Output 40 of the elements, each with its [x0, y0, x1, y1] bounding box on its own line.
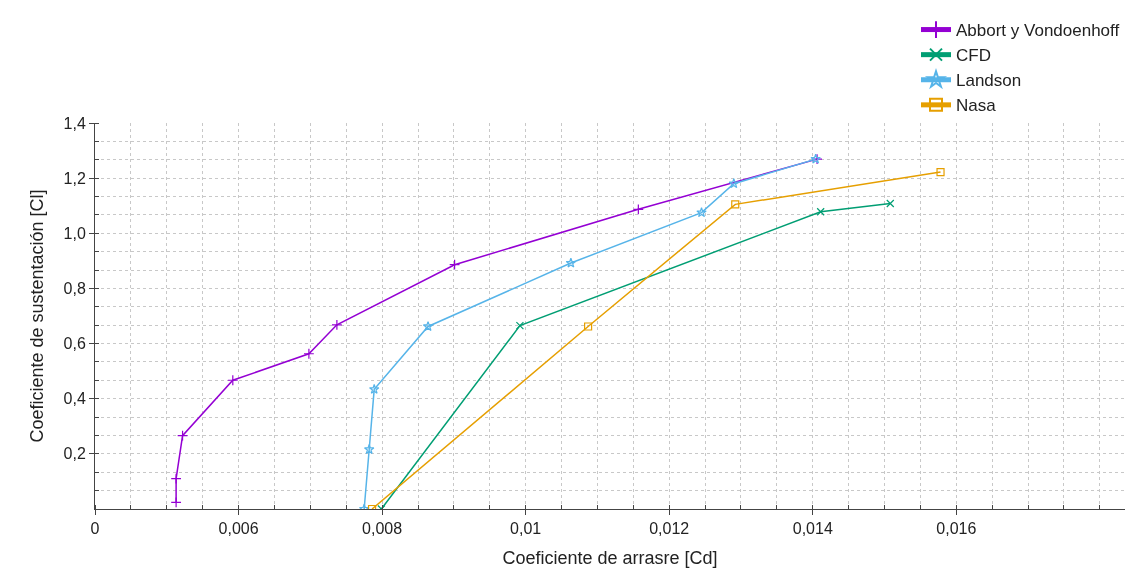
point: [515, 321, 525, 330]
point: [584, 322, 593, 331]
point: [632, 203, 644, 215]
point: [731, 200, 740, 209]
y-tick-label: 1,4: [63, 114, 86, 132]
x-tick-label: 0,01: [510, 520, 542, 538]
point: [816, 207, 825, 216]
y-tick-label: 0,8: [63, 280, 86, 298]
y-axis-title: Coeficiente de sustentación [Cl]: [26, 189, 47, 443]
point: [696, 207, 707, 218]
legend-label: Nasa: [956, 96, 997, 116]
legend-label: CFD: [956, 46, 991, 66]
x-tick-label: 0,012: [649, 520, 690, 538]
point: [728, 178, 740, 189]
point: [170, 473, 182, 485]
point: [227, 374, 239, 386]
y-tick-label: 0,6: [63, 335, 86, 353]
y-tick-label: 0,2: [63, 445, 86, 463]
point: [936, 167, 945, 177]
y-tick-label: 1,0: [63, 224, 86, 242]
x-tick-label: 0,008: [362, 520, 403, 538]
legend-label: Landson: [956, 71, 1022, 91]
y-tick-label: 1,2: [63, 169, 86, 187]
point: [422, 320, 434, 332]
point: [170, 496, 182, 508]
point: [886, 199, 895, 208]
point: [565, 257, 577, 268]
point: [177, 430, 189, 442]
point: [331, 319, 343, 331]
x-tick-label: 0: [90, 520, 100, 538]
x-tick-label: 0,014: [792, 520, 833, 538]
point: [363, 443, 375, 455]
point: [303, 348, 315, 360]
point: [368, 383, 380, 394]
legend-label: Abbort y Vondoenhoff: [956, 21, 1120, 41]
y-tick-label: 0,4: [63, 390, 86, 408]
x-tick-label: 0,016: [936, 520, 977, 538]
point: [449, 259, 461, 271]
x-tick-label: 0,006: [218, 520, 259, 538]
x-axis-title: Coeficiente de arrasre [Cd]: [502, 548, 718, 569]
